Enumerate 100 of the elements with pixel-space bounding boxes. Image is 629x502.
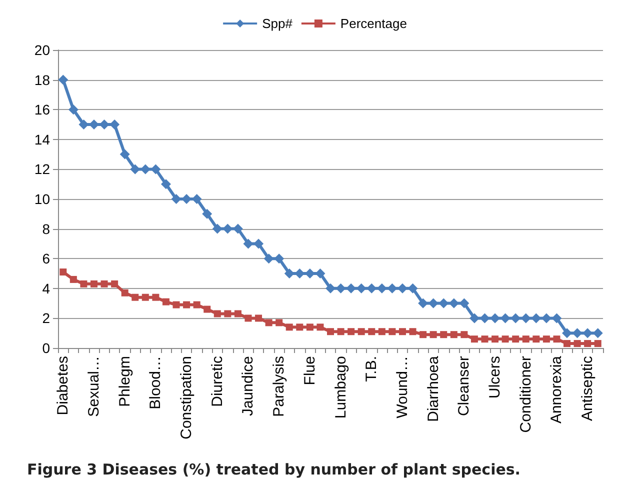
point	[438, 298, 449, 308]
point	[132, 294, 139, 301]
point	[193, 301, 200, 308]
legend-label: Spp#	[262, 16, 294, 31]
point	[336, 283, 346, 294]
point	[562, 328, 572, 338]
legend-label: Percentage	[340, 16, 407, 31]
point	[274, 254, 284, 264]
point	[409, 328, 416, 336]
point	[162, 298, 170, 306]
point	[584, 340, 592, 348]
point	[276, 319, 283, 326]
point	[572, 328, 582, 338]
point	[428, 298, 438, 308]
point	[552, 313, 562, 324]
point	[204, 306, 211, 313]
point	[152, 294, 160, 301]
point	[460, 331, 468, 338]
point	[346, 283, 356, 294]
point	[150, 164, 161, 174]
x-tick-label: Conditioner	[517, 356, 534, 433]
point	[306, 324, 314, 331]
x-tick-label: Wound…	[394, 356, 411, 418]
point	[212, 224, 222, 234]
x-tick-label: Antiseptic	[579, 356, 596, 422]
point	[480, 313, 490, 324]
point	[294, 268, 305, 278]
point	[224, 310, 232, 318]
x-tick-label: Ulcers	[486, 356, 504, 399]
point	[172, 301, 180, 308]
x-tick-label: Diabetes	[54, 356, 72, 416]
point	[68, 104, 78, 115]
point	[70, 276, 77, 283]
point	[512, 336, 520, 343]
point	[243, 238, 254, 249]
point	[316, 324, 324, 331]
y-tick-label: 0	[42, 340, 50, 356]
point	[532, 336, 540, 343]
point	[99, 120, 110, 130]
x-tick-label: Annorexia	[548, 355, 566, 424]
point	[356, 283, 366, 294]
point	[470, 336, 478, 343]
point	[500, 313, 510, 324]
point	[121, 289, 128, 296]
x-tick-label: Blood…	[147, 356, 164, 410]
point	[418, 298, 428, 308]
point	[100, 280, 108, 288]
point	[286, 324, 293, 331]
point	[130, 164, 140, 174]
point	[510, 313, 521, 324]
point	[111, 280, 118, 288]
y-tick-label: 2	[42, 310, 50, 326]
x-tick-label: Flue	[301, 356, 318, 386]
point	[397, 283, 408, 294]
point	[171, 194, 182, 204]
point	[265, 319, 272, 326]
point	[255, 314, 262, 322]
point	[315, 268, 326, 278]
point	[408, 283, 418, 294]
point	[142, 294, 149, 301]
point	[450, 331, 458, 338]
point	[140, 164, 150, 174]
y-tick-label: 12	[34, 161, 50, 178]
point	[541, 313, 552, 324]
point	[254, 238, 264, 249]
point	[284, 268, 294, 278]
point	[520, 313, 531, 324]
x-tick-label: Lumbago	[332, 356, 350, 419]
point	[531, 313, 542, 324]
point	[80, 280, 88, 288]
point	[448, 298, 459, 308]
y-tick-label: 14	[34, 131, 50, 148]
point	[368, 328, 376, 336]
y-tick-label: 4	[42, 280, 50, 296]
point	[296, 324, 304, 331]
x-tick-label: Phlegm	[116, 356, 134, 407]
point	[502, 336, 509, 343]
point	[244, 314, 252, 322]
x-tick-label: Constipation	[178, 356, 196, 440]
point	[490, 313, 500, 324]
point	[564, 340, 571, 348]
point	[378, 328, 386, 336]
point	[326, 283, 336, 294]
y-tick-label: 8	[42, 220, 50, 237]
x-tick-label: Diarrhoea	[424, 355, 442, 422]
point	[232, 224, 243, 234]
x-tick-label: Diuretic	[208, 356, 226, 407]
point	[327, 328, 334, 336]
point	[160, 179, 171, 190]
point	[337, 328, 344, 336]
point	[582, 328, 593, 338]
point	[120, 149, 130, 160]
point	[594, 340, 602, 348]
point	[202, 208, 212, 219]
point	[192, 194, 202, 204]
x-tick-label: Jaundice	[240, 356, 257, 416]
point	[183, 301, 190, 308]
point	[492, 336, 499, 343]
point	[481, 336, 488, 343]
y-tick-label: 16	[34, 102, 50, 118]
